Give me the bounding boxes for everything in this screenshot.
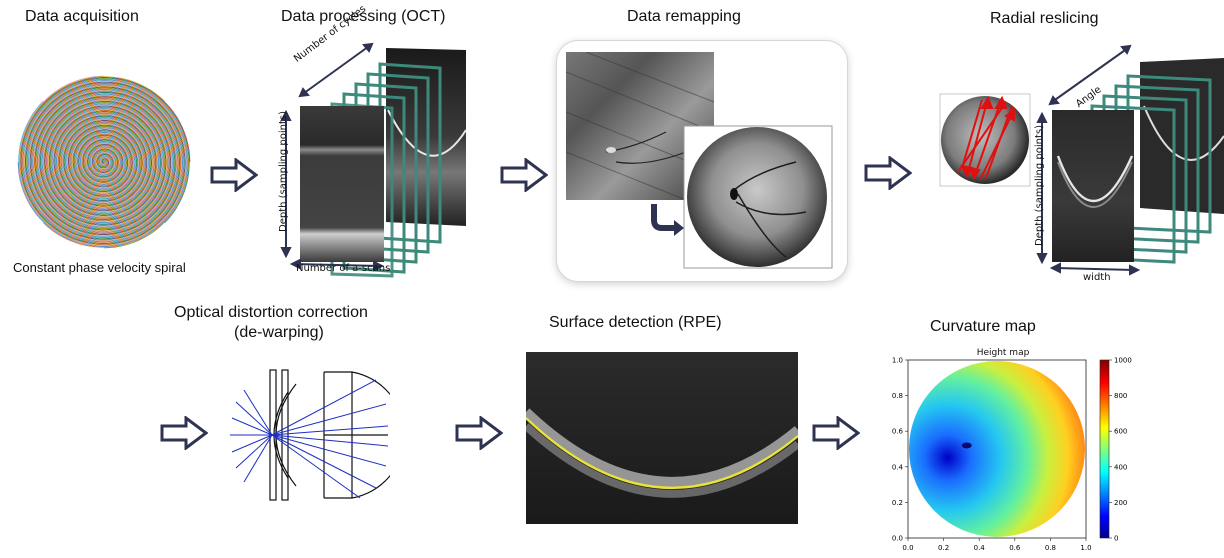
- oct-ascans-label: Number of a-scans: [296, 263, 391, 274]
- colorbar-tick-label: 1000: [1114, 357, 1132, 365]
- x-tick-label: 0.8: [1045, 544, 1056, 552]
- dewarping-title-line1: Optical distortion correction: [174, 304, 368, 321]
- remapped-fundus-image: [687, 127, 827, 267]
- oct-back-frame: [386, 48, 466, 226]
- rpe-detected-line: [526, 417, 798, 490]
- flow-arrow-4: [160, 416, 208, 450]
- y-tick-label: 0.4: [892, 463, 904, 471]
- reslice-width-label: width: [1083, 272, 1111, 283]
- reslicing-title: Radial reslicing: [990, 10, 1099, 27]
- colorbar-ticks: 0 200 400 600 800 1000: [1109, 357, 1132, 543]
- curvature-title: Curvature map: [930, 318, 1036, 335]
- ray-trace-lines: [230, 379, 389, 499]
- y-tick-label: 0.6: [892, 428, 904, 436]
- reslice-front-bscan: [1052, 110, 1134, 262]
- spiral-arm: [20, 77, 190, 245]
- colorbar: [1099, 359, 1110, 539]
- eye-model: [324, 371, 390, 499]
- colorbar-tick-label: 600: [1114, 428, 1127, 436]
- y-tick-label: 0.8: [892, 392, 903, 400]
- colorbar-tick-label: 0: [1114, 535, 1118, 543]
- spiral-arm: [20, 76, 191, 245]
- reslicing-diagram: [939, 44, 1224, 276]
- reslice-depth-label: Depth (sampling points): [1034, 124, 1045, 246]
- flow-arrow-3: [864, 156, 912, 190]
- lens-plate-2: [281, 369, 289, 501]
- dewarping-optics-diagram: [230, 369, 390, 501]
- x-tick-label: 0.4: [974, 544, 986, 552]
- height-map-chart: Height map 0.0 0.2 0.4 0.6 0.8 1.0 0.00.20.40…: [892, 348, 1132, 552]
- dewarping-title-line2: (de-warping): [234, 324, 324, 341]
- spiral-diagram: [17, 75, 191, 249]
- oct-depth-label: Depth (sampling points): [278, 110, 289, 232]
- remapping-images: [566, 52, 833, 269]
- spiral-arm: [21, 78, 189, 248]
- height-map-disk: [909, 361, 1085, 537]
- spiral-arm: [18, 79, 188, 247]
- x-ticks: 0.0 0.2 0.4 0.6 0.8 1.0: [902, 538, 1092, 552]
- y-tick-label: 0.2: [892, 499, 903, 507]
- oct-stack-diagram: [280, 42, 467, 278]
- oct-front-bscan: [300, 106, 384, 262]
- processing-title: Data processing (OCT): [281, 8, 446, 25]
- y-tick-label: 0.0: [892, 535, 903, 543]
- x-tick-label: 0.6: [1009, 544, 1021, 552]
- height-map-title: Height map: [977, 348, 1030, 358]
- x-tick-label: 0.0: [902, 544, 913, 552]
- reslice-back-frame: [1140, 58, 1224, 214]
- flow-arrow-5: [455, 416, 503, 450]
- spiral-arm: [21, 78, 190, 249]
- colorbar-tick-label: 200: [1114, 499, 1127, 507]
- acquisition-title: Data acquisition: [25, 8, 139, 25]
- flow-arrow-1: [210, 158, 258, 192]
- remapping-title: Data remapping: [627, 8, 741, 25]
- colorbar-tick-label: 800: [1114, 392, 1127, 400]
- flow-arrow-6: [812, 416, 860, 450]
- spiral-caption: Constant phase velocity spiral: [13, 260, 186, 275]
- spiral-arm: [18, 75, 187, 246]
- x-tick-label: 1.0: [1080, 544, 1091, 552]
- colorbar-tick-label: 400: [1114, 463, 1127, 471]
- spiral-lines: [17, 75, 191, 249]
- spiral-arm: [19, 76, 187, 246]
- surface-title: Surface detection (RPE): [549, 314, 722, 331]
- y-tick-label: 1.0: [892, 357, 903, 365]
- x-tick-label: 0.2: [938, 544, 949, 552]
- radial-slice-lines: [957, 95, 1015, 181]
- flow-arrow-2: [500, 158, 548, 192]
- spiral-arm: [17, 79, 188, 248]
- surface-detection-image: [526, 352, 798, 524]
- y-ticks: 0.0 0.2 0.4 0.6 0.8 1.0: [892, 357, 908, 543]
- minimum-marker: [961, 442, 972, 449]
